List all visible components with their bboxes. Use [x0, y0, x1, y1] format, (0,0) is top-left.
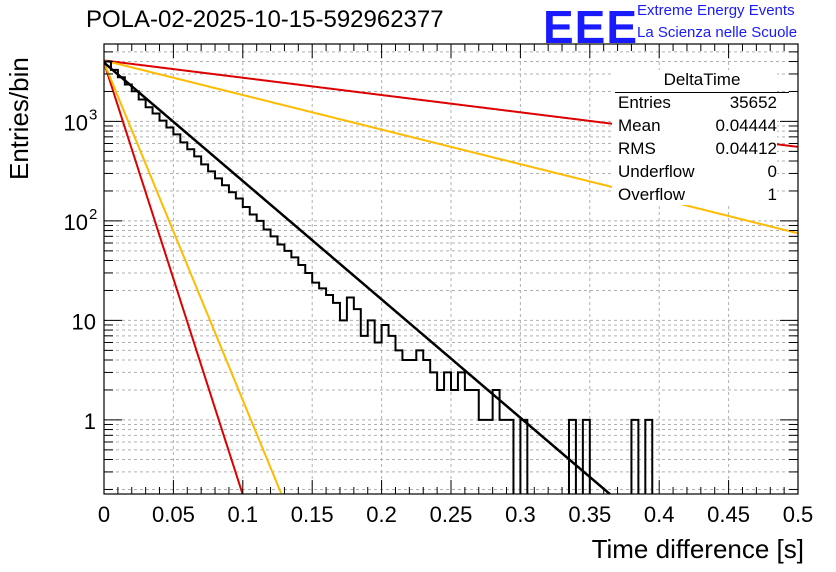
x-tick-label: 0.35	[568, 502, 611, 527]
y-tick-label: 10	[72, 309, 96, 334]
stats-value: 1	[767, 185, 777, 204]
stats-row: Underflow 0	[612, 162, 777, 185]
y-axis-label: Entries/bin	[4, 57, 34, 180]
stats-label: Entries	[618, 93, 671, 112]
x-axis-label: Time difference [s]	[591, 534, 804, 564]
x-tick-label: 0.05	[152, 502, 195, 527]
x-tick-label: 0.3	[505, 502, 536, 527]
y-tick-label: 1	[84, 409, 96, 434]
y-tick-label: 10	[64, 110, 88, 135]
page-title: POLA-02-2025-10-15-592962377	[86, 6, 444, 33]
stats-row: Entries 35652	[612, 93, 777, 116]
stats-label: RMS	[618, 139, 656, 158]
histogram-steps	[104, 60, 654, 494]
stats-value: 0	[767, 162, 777, 181]
stats-row: Overflow 1	[612, 185, 777, 208]
y-tick-exponent: 3	[89, 106, 97, 123]
x-tick-label: 0.5	[783, 502, 814, 527]
x-tick-label: 0.15	[291, 502, 334, 527]
stats-label: Underflow	[618, 162, 695, 181]
stats-value: 0.04444	[715, 116, 777, 135]
eee-logo: EEE	[543, 1, 639, 53]
x-tick-label: 0	[98, 502, 110, 527]
fit-curve-orange-steep	[104, 62, 282, 494]
stats-label: Mean	[618, 116, 661, 135]
y-tick-exponent: 2	[89, 206, 97, 223]
x-tick-label: 0.2	[366, 502, 397, 527]
x-tick-label: 0.45	[707, 502, 750, 527]
fit-curve-fit	[104, 61, 611, 494]
stats-row: Mean 0.04444	[612, 116, 777, 139]
stats-box: DeltaTime Entries 35652 Mean 0.04444 RMS 0.04…	[612, 70, 789, 208]
stats-row: RMS 0.04412	[612, 139, 777, 162]
fit-curve-red-steep	[104, 62, 244, 494]
y-tick-label: 10	[64, 210, 88, 235]
stats-value: 0.04412	[715, 139, 777, 158]
stats-value: 35652	[729, 93, 777, 112]
x-tick-label: 0.4	[644, 502, 675, 527]
x-tick-label: 0.1	[228, 502, 259, 527]
stats-label: Overflow	[618, 185, 686, 204]
x-tick-label: 0.25	[430, 502, 473, 527]
stats-title: DeltaTime	[615, 70, 789, 93]
logo-line-1: Extreme Energy Events	[637, 2, 795, 19]
logo-line-2: La Scienza nelle Scuole	[637, 24, 798, 41]
